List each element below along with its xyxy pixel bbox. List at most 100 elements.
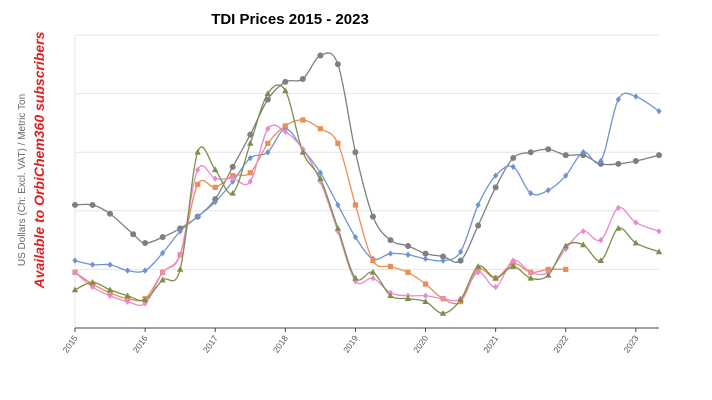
data-point[interactable] <box>528 269 534 276</box>
data-point[interactable] <box>247 170 253 176</box>
data-point[interactable] <box>527 149 534 156</box>
data-point[interactable] <box>615 160 622 167</box>
data-point[interactable] <box>440 295 446 302</box>
data-point[interactable] <box>422 298 429 305</box>
data-point[interactable] <box>282 123 288 129</box>
data-point[interactable] <box>545 146 552 153</box>
data-point[interactable] <box>317 175 324 181</box>
data-point[interactable] <box>475 222 482 229</box>
data-point[interactable] <box>212 175 218 182</box>
data-point[interactable] <box>124 292 131 299</box>
data-point[interactable] <box>107 261 113 268</box>
data-point[interactable] <box>632 157 639 164</box>
data-point[interactable] <box>404 295 412 302</box>
data-point[interactable] <box>655 248 663 255</box>
data-point[interactable] <box>580 149 586 156</box>
data-point[interactable] <box>212 184 218 190</box>
data-point[interactable] <box>528 190 534 197</box>
data-point[interactable] <box>107 292 113 299</box>
data-point[interactable] <box>387 263 394 270</box>
data-point[interactable] <box>265 149 271 156</box>
data-point[interactable] <box>124 267 131 274</box>
data-point[interactable] <box>265 125 271 132</box>
data-point[interactable] <box>264 96 271 103</box>
data-point[interactable] <box>89 261 96 268</box>
data-point[interactable] <box>282 128 288 135</box>
data-point[interactable] <box>474 263 482 269</box>
data-point[interactable] <box>369 213 376 220</box>
data-point[interactable] <box>405 242 412 249</box>
data-point[interactable] <box>597 257 605 264</box>
data-point[interactable] <box>545 187 551 194</box>
data-point[interactable] <box>615 224 622 231</box>
data-point[interactable] <box>457 296 464 303</box>
data-point[interactable] <box>405 269 411 275</box>
data-point[interactable] <box>656 228 662 235</box>
data-point[interactable] <box>457 248 464 256</box>
data-point[interactable] <box>633 93 639 100</box>
data-point[interactable] <box>440 257 446 264</box>
data-point[interactable] <box>159 234 166 241</box>
data-point[interactable] <box>71 286 79 293</box>
data-point[interactable] <box>352 202 359 208</box>
data-point[interactable] <box>317 178 323 185</box>
data-point[interactable] <box>387 250 394 257</box>
data-point[interactable] <box>142 240 149 247</box>
data-point[interactable] <box>510 257 516 264</box>
data-point[interactable] <box>177 251 183 258</box>
data-point[interactable] <box>509 263 517 269</box>
data-point[interactable] <box>124 298 131 305</box>
data-point[interactable] <box>580 241 587 248</box>
data-point[interactable] <box>580 228 586 235</box>
data-point[interactable] <box>615 204 621 212</box>
data-point[interactable] <box>89 201 96 208</box>
data-point[interactable] <box>195 213 201 220</box>
data-point[interactable] <box>265 140 271 147</box>
data-point[interactable] <box>656 107 662 115</box>
data-point[interactable] <box>72 201 78 208</box>
data-point[interactable] <box>598 236 604 244</box>
data-point[interactable] <box>335 140 341 147</box>
data-point[interactable] <box>632 239 640 246</box>
data-point[interactable] <box>159 276 166 283</box>
data-point[interactable] <box>492 184 499 191</box>
data-point[interactable] <box>212 166 219 173</box>
data-point[interactable] <box>317 52 324 59</box>
data-point[interactable] <box>160 269 166 276</box>
data-point[interactable] <box>194 148 201 155</box>
data-point[interactable] <box>457 257 464 264</box>
data-point[interactable] <box>334 224 342 231</box>
data-point[interactable] <box>106 286 114 293</box>
data-point[interactable] <box>370 274 376 282</box>
data-point[interactable] <box>212 198 218 206</box>
data-point[interactable] <box>422 281 429 287</box>
data-point[interactable] <box>282 87 289 94</box>
data-point[interactable] <box>89 283 96 291</box>
data-point[interactable] <box>264 90 271 96</box>
data-point[interactable] <box>387 237 394 244</box>
data-point[interactable] <box>300 117 306 123</box>
data-point[interactable] <box>72 269 78 276</box>
data-point[interactable] <box>247 140 254 146</box>
data-point[interactable] <box>563 172 569 179</box>
data-point[interactable] <box>352 233 359 241</box>
data-point[interactable] <box>229 163 236 170</box>
data-point[interactable] <box>317 169 323 176</box>
data-point[interactable] <box>195 181 201 188</box>
data-point[interactable] <box>475 201 481 209</box>
data-point[interactable] <box>299 148 307 155</box>
data-point[interactable] <box>334 61 341 68</box>
data-point[interactable] <box>229 189 236 196</box>
data-point[interactable] <box>440 253 447 260</box>
data-point[interactable] <box>89 278 96 285</box>
data-point[interactable] <box>422 255 429 263</box>
data-point[interactable] <box>370 258 376 264</box>
data-point[interactable] <box>352 149 359 156</box>
data-point[interactable] <box>72 257 78 264</box>
data-point[interactable] <box>493 283 499 291</box>
data-point[interactable] <box>475 269 481 276</box>
data-point[interactable] <box>387 292 394 299</box>
data-point[interactable] <box>335 201 341 209</box>
data-point[interactable] <box>299 75 306 82</box>
data-point[interactable] <box>422 250 429 257</box>
